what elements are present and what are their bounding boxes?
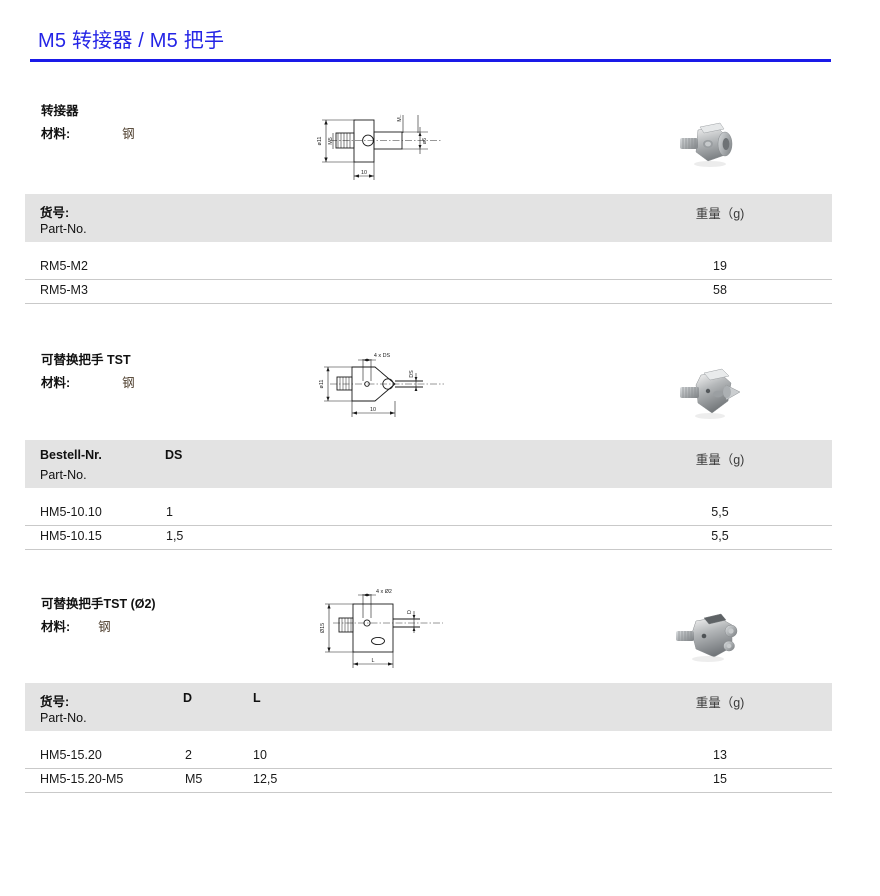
cell-part-no: HM5-10.15 xyxy=(40,529,102,543)
cell-l: 12,5 xyxy=(253,772,278,786)
spec-material-row: 材料: 钢 xyxy=(41,376,341,390)
table-body: HM5-10.10 1 5,5 HM5-10.15 1,5 5,5 xyxy=(25,488,832,550)
spec-block-adapter: 转接器 材料: 钢 xyxy=(41,104,341,141)
table-header-row: 货号: Part-No. D L 重量（g) xyxy=(25,683,832,731)
cell-d: M5 xyxy=(185,772,203,786)
spec-block-tst-handle-d2: 可替换把手TST (Ø2) 材料: 钢 xyxy=(41,597,341,634)
svg-text:ø11: ø11 xyxy=(319,380,325,389)
page-header: M5 转接器 / M5 把手 xyxy=(0,0,880,62)
col-header-part-no: Bestell-Nr. xyxy=(40,448,102,462)
cell-weight: 13 xyxy=(713,748,727,762)
spec-material-value: 钢 xyxy=(98,620,111,634)
spec-material-row: 材料: 钢 xyxy=(41,127,341,141)
col-header-d: D xyxy=(183,691,193,705)
col-header-part-no: 货号: xyxy=(40,695,70,709)
spec-product-name: 可替换把手TST (Ø2) xyxy=(41,597,156,611)
col-header-l: L xyxy=(253,691,261,705)
svg-text:Ø15: Ø15 xyxy=(320,623,326,633)
cell-ds: 1 xyxy=(166,505,173,519)
col-header-weight: 重量（g) xyxy=(695,453,745,467)
table-tst-handle-d2: 货号: Part-No. D L 重量（g) HM5-15.20 2 10 13… xyxy=(25,683,832,793)
table-row[interactable]: RM5-M3 58 xyxy=(25,280,832,304)
cell-weight: 5,5 xyxy=(711,529,729,543)
cell-weight: 58 xyxy=(713,283,727,297)
spec-product-name: 可替换把手 TST xyxy=(41,353,131,367)
spec-material-value: 钢 xyxy=(122,127,135,141)
cell-weight: 5,5 xyxy=(711,505,729,519)
table-row[interactable]: HM5-10.15 1,5 5,5 xyxy=(25,526,832,550)
product-photo-tst-handle-d2 xyxy=(666,605,750,671)
title-divider xyxy=(30,59,831,62)
table-row[interactable]: RM5-M2 19 xyxy=(25,256,832,280)
svg-text:DS: DS xyxy=(409,370,415,378)
svg-text:M..: M.. xyxy=(397,114,403,121)
table-row[interactable]: HM5-10.10 1 5,5 xyxy=(25,502,832,526)
svg-text:L: L xyxy=(372,658,375,664)
col-subheader-part-no: Part-No. xyxy=(40,711,87,725)
spec-material-row: 材料: 钢 xyxy=(41,620,341,634)
col-header-weight: 重量（g) xyxy=(695,696,745,710)
svg-text:M5: M5 xyxy=(328,137,334,145)
col-header-part-no: 货号: xyxy=(40,206,70,220)
cell-part-no: RM5-M2 xyxy=(40,259,88,273)
svg-text:D: D xyxy=(407,610,413,614)
table-row[interactable]: HM5-15.20 2 10 13 xyxy=(25,745,832,769)
cell-ds: 1,5 xyxy=(166,529,184,543)
technical-drawing-tst-handle: ø11 4 x DS DS 10 xyxy=(300,346,450,426)
col-subheader-part-no: Part-No. xyxy=(40,222,87,236)
cell-weight: 19 xyxy=(713,259,727,273)
svg-text:10: 10 xyxy=(361,170,367,176)
cell-part-no: HM5-10.10 xyxy=(40,505,102,519)
cell-part-no: HM5-15.20-M5 xyxy=(40,772,124,786)
cell-part-no: HM5-15.20 xyxy=(40,748,102,762)
table-tst-handle: Bestell-Nr. Part-No. DS 重量（g) HM5-10.10 … xyxy=(25,440,832,550)
technical-drawing-tst-handle-d2: Ø15 4 x Ø2 D L xyxy=(300,585,450,675)
product-photo-adapter xyxy=(668,114,750,176)
cell-l: 10 xyxy=(253,748,267,762)
spec-material-label: 材料: xyxy=(41,376,71,390)
svg-text:4 x Ø2: 4 x Ø2 xyxy=(376,589,392,595)
table-row[interactable]: HM5-15.20-M5 M5 12,5 15 xyxy=(25,769,832,793)
page-title: M5 转接器 / M5 把手 xyxy=(38,30,225,52)
table-body: HM5-15.20 2 10 13 HM5-15.20-M5 M5 12,5 1… xyxy=(25,731,832,793)
cell-d: 2 xyxy=(185,748,192,762)
col-header-ds: DS xyxy=(165,448,183,462)
product-photo-tst-handle xyxy=(668,361,750,425)
svg-text:10: 10 xyxy=(370,407,376,413)
spec-material-value: 钢 xyxy=(122,376,135,390)
cell-part-no: RM5-M3 xyxy=(40,283,88,297)
table-header-row: 货号: Part-No. 重量（g) xyxy=(25,194,832,242)
spec-material-label: 材料: xyxy=(41,620,71,634)
col-subheader-part-no: Part-No. xyxy=(40,468,87,482)
technical-drawing-adapter: ø11 M5 M.. ø6 10 xyxy=(300,102,450,192)
table-body: RM5-M2 19 RM5-M3 58 xyxy=(25,242,832,304)
svg-text:ø11: ø11 xyxy=(317,137,323,146)
svg-text:ø6: ø6 xyxy=(422,138,428,144)
col-header-weight: 重量（g) xyxy=(695,207,745,221)
spec-block-tst-handle: 可替换把手 TST 材料: 钢 xyxy=(41,353,341,390)
spec-material-label: 材料: xyxy=(41,127,71,141)
spec-product-name: 转接器 xyxy=(41,104,79,118)
cell-weight: 15 xyxy=(713,772,727,786)
table-adapter: 货号: Part-No. 重量（g) RM5-M2 19 RM5-M3 58 xyxy=(25,194,832,304)
table-header-row: Bestell-Nr. Part-No. DS 重量（g) xyxy=(25,440,832,488)
svg-text:4 x DS: 4 x DS xyxy=(374,353,391,359)
